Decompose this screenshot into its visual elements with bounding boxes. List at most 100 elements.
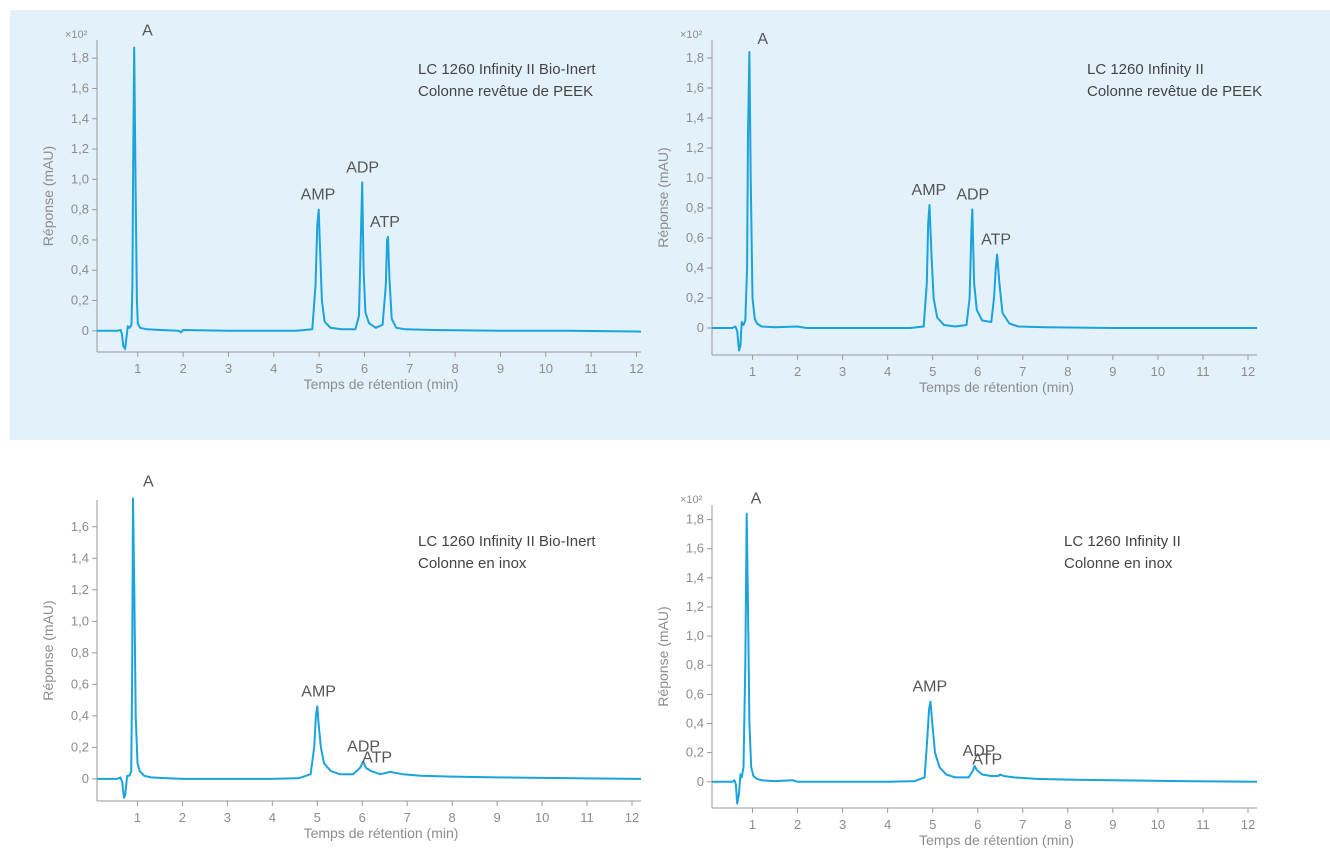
x-tick-label: 10	[539, 361, 553, 376]
y-tick-label: 1,0	[71, 613, 89, 628]
x-tick-label: 3	[225, 361, 232, 376]
x-tick-label: 12	[629, 361, 643, 376]
y-tick-label: 0,8	[71, 645, 89, 660]
y-tick-label: 0,2	[71, 293, 89, 308]
x-axis-title: Temps de rétention (min)	[919, 379, 1074, 395]
x-tick-label: 12	[625, 810, 639, 825]
y-tick-label: 1,6	[71, 519, 89, 534]
peak-label-amp: AMP	[301, 187, 336, 204]
y-tick-label: 0,6	[71, 676, 89, 691]
y-tick-label: 1,0	[686, 170, 704, 185]
peak-label-atp: ATP	[972, 751, 1002, 768]
peak-label-a: A	[751, 491, 762, 508]
y-multiplier: ×10²	[65, 29, 88, 41]
y-tick-label: 0,4	[686, 716, 704, 731]
x-tick-label: 9	[497, 361, 504, 376]
chart-1: 00,20,40,60,81,01,21,41,61,81 2 3 4 5 6 7 8 9 10 1…	[40, 23, 644, 392]
y-tick-label: 0,2	[686, 290, 704, 305]
y-tick-label: 1,6	[71, 80, 89, 95]
condition-label-line: Colonne en inox	[418, 555, 527, 572]
y-axis-title: Réponse (mAU)	[655, 606, 671, 706]
y-tick-label: 0	[82, 323, 89, 338]
condition-label-line: Colonne revêtue de PEEK	[418, 83, 593, 100]
x-tick-label: 1	[749, 364, 756, 379]
y-tick-label: 0,8	[71, 202, 89, 217]
y-tick-label: 0,2	[71, 739, 89, 754]
x-tick-label: 5	[316, 361, 323, 376]
peak-label-amp: AMP	[912, 679, 947, 696]
chart-4: 00,20,40,60,81,01,21,41,61,81 2 3 4 5 6 7 8 9 10 1…	[655, 491, 1258, 848]
peak-label-adp: ADP	[963, 743, 996, 760]
peak-label-atp: ATP	[370, 214, 400, 231]
y-axis-title: Réponse (mAU)	[655, 147, 671, 247]
x-tick-label: 3	[839, 364, 846, 379]
x-tick-label: 8	[452, 361, 459, 376]
chart-3: 00,20,40,60,81,01,21,41,61 2 3 4 5 6 7 8 9 10 11 12…	[40, 473, 642, 841]
y-tick-label: 0	[82, 771, 89, 786]
x-tick-label: 7	[1019, 364, 1026, 379]
y-tick-label: 0,6	[71, 232, 89, 247]
x-tick-label: 4	[884, 817, 891, 832]
y-tick-label: 0,8	[686, 657, 704, 672]
y-tick-label: 1,6	[686, 541, 704, 556]
y-tick-label: 0,8	[686, 200, 704, 215]
peak-label-a: A	[757, 31, 768, 48]
x-tick-label: 4	[269, 810, 276, 825]
x-tick-label: 4	[884, 364, 891, 379]
peak-label-amp: AMP	[912, 182, 947, 199]
peak-label-amp: AMP	[301, 683, 336, 700]
chromatogram-trace	[97, 46, 642, 350]
y-axis-title: Réponse (mAU)	[40, 600, 56, 700]
condition-label-line: LC 1260 Infinity II Bio-Inert	[418, 533, 596, 550]
chromatogram-trace	[97, 497, 642, 799]
x-tick-label: 3	[839, 817, 846, 832]
x-tick-label: 9	[494, 810, 501, 825]
y-tick-label: 0,4	[71, 708, 89, 723]
y-tick-label: 1,2	[71, 582, 89, 597]
peak-label-atp: ATP	[981, 232, 1011, 249]
x-tick-label: 5	[929, 364, 936, 379]
x-tick-label: 4	[270, 361, 277, 376]
condition-label-line: LC 1260 Infinity II	[1064, 533, 1181, 550]
y-tick-label: 1,6	[686, 80, 704, 95]
y-tick-label: 1,4	[686, 110, 704, 125]
x-tick-label: 8	[1064, 817, 1071, 832]
x-tick-label: 9	[1109, 817, 1116, 832]
y-axis-title: Réponse (mAU)	[40, 146, 56, 246]
y-tick-label: 0,4	[71, 262, 89, 277]
x-tick-label: 10	[535, 810, 549, 825]
x-tick-label: 10	[1151, 817, 1165, 832]
peak-label-a: A	[143, 473, 154, 490]
y-tick-label: 0	[697, 774, 704, 789]
y-tick-label: 0,6	[686, 686, 704, 701]
y-tick-label: 1,2	[686, 140, 704, 155]
y-tick-label: 1,8	[686, 512, 704, 527]
x-axis-title: Temps de rétention (min)	[304, 825, 459, 841]
x-tick-label: 8	[449, 810, 456, 825]
x-tick-label: 2	[180, 361, 187, 376]
x-tick-label: 6	[359, 810, 366, 825]
x-tick-label: 6	[974, 364, 981, 379]
highlight-panel	[10, 10, 1330, 440]
x-tick-label: 3	[224, 810, 231, 825]
y-tick-label: 1,0	[686, 628, 704, 643]
x-axis-title: Temps de rétention (min)	[304, 376, 459, 392]
y-tick-label: 1,4	[71, 550, 89, 565]
condition-label-line: LC 1260 Infinity II Bio-Inert	[418, 61, 596, 78]
x-tick-label: 6	[361, 361, 368, 376]
x-tick-label: 1	[749, 817, 756, 832]
x-tick-label: 11	[1196, 817, 1210, 832]
x-tick-label: 6	[974, 817, 981, 832]
y-tick-label: 0,6	[686, 230, 704, 245]
x-tick-label: 11	[584, 361, 598, 376]
peak-label-adp: ADP	[956, 187, 989, 204]
peak-label-adp: ADP	[346, 159, 379, 176]
x-tick-label: 2	[794, 817, 801, 832]
condition-label-line: Colonne en inox	[1064, 555, 1173, 572]
x-tick-label: 12	[1241, 817, 1255, 832]
x-tick-label: 11	[580, 810, 594, 825]
x-tick-label: 12	[1241, 364, 1255, 379]
condition-label-line: Colonne revêtue de PEEK	[1087, 83, 1262, 100]
x-tick-label: 8	[1064, 364, 1071, 379]
x-tick-label: 2	[794, 364, 801, 379]
